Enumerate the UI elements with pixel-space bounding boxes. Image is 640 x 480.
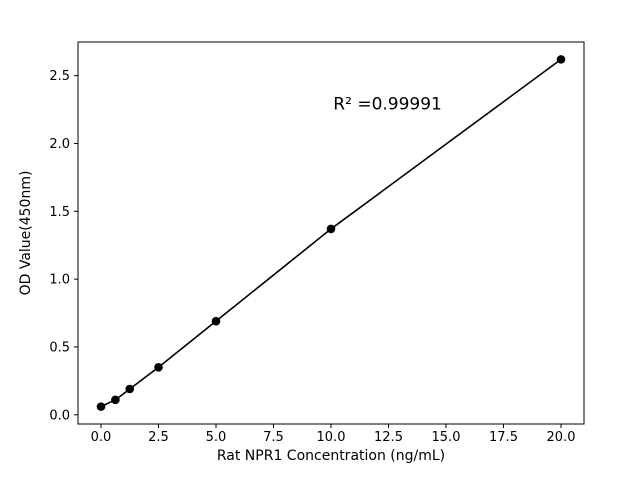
data-point [96, 402, 106, 411]
data-point [326, 224, 336, 234]
data-point [556, 55, 566, 64]
y-tick-label: 0.0 [49, 408, 70, 423]
data-point [154, 362, 163, 372]
y-tick-label: 2.0 [49, 137, 70, 152]
x-tick-label: 15.0 [432, 430, 461, 445]
y-axis-label: OD Value(450nm) [18, 171, 34, 296]
x-tick-label: 5.0 [206, 430, 227, 445]
x-tick-label: 2.5 [148, 430, 169, 445]
x-tick-label: 17.5 [489, 430, 518, 445]
data-point [211, 316, 221, 326]
x-axis-label: Rat NPR1 Concentration (ng/mL) [217, 448, 445, 464]
y-tick-label: 1.5 [49, 205, 70, 220]
y-tick-label: 2.5 [49, 69, 70, 84]
x-tick-label: 12.5 [374, 430, 403, 445]
x-tick-label: 10.0 [317, 430, 346, 445]
r-squared-annotation: R² =0.99991 [333, 95, 442, 115]
x-tick-label: 7.5 [263, 430, 284, 445]
y-tick-label: 1.0 [49, 273, 70, 288]
x-tick-label: 0.0 [91, 430, 112, 445]
data-point [111, 395, 120, 405]
x-tick-label: 20.0 [547, 430, 576, 445]
data-point [125, 384, 135, 394]
y-tick-label: 0.5 [49, 340, 70, 355]
